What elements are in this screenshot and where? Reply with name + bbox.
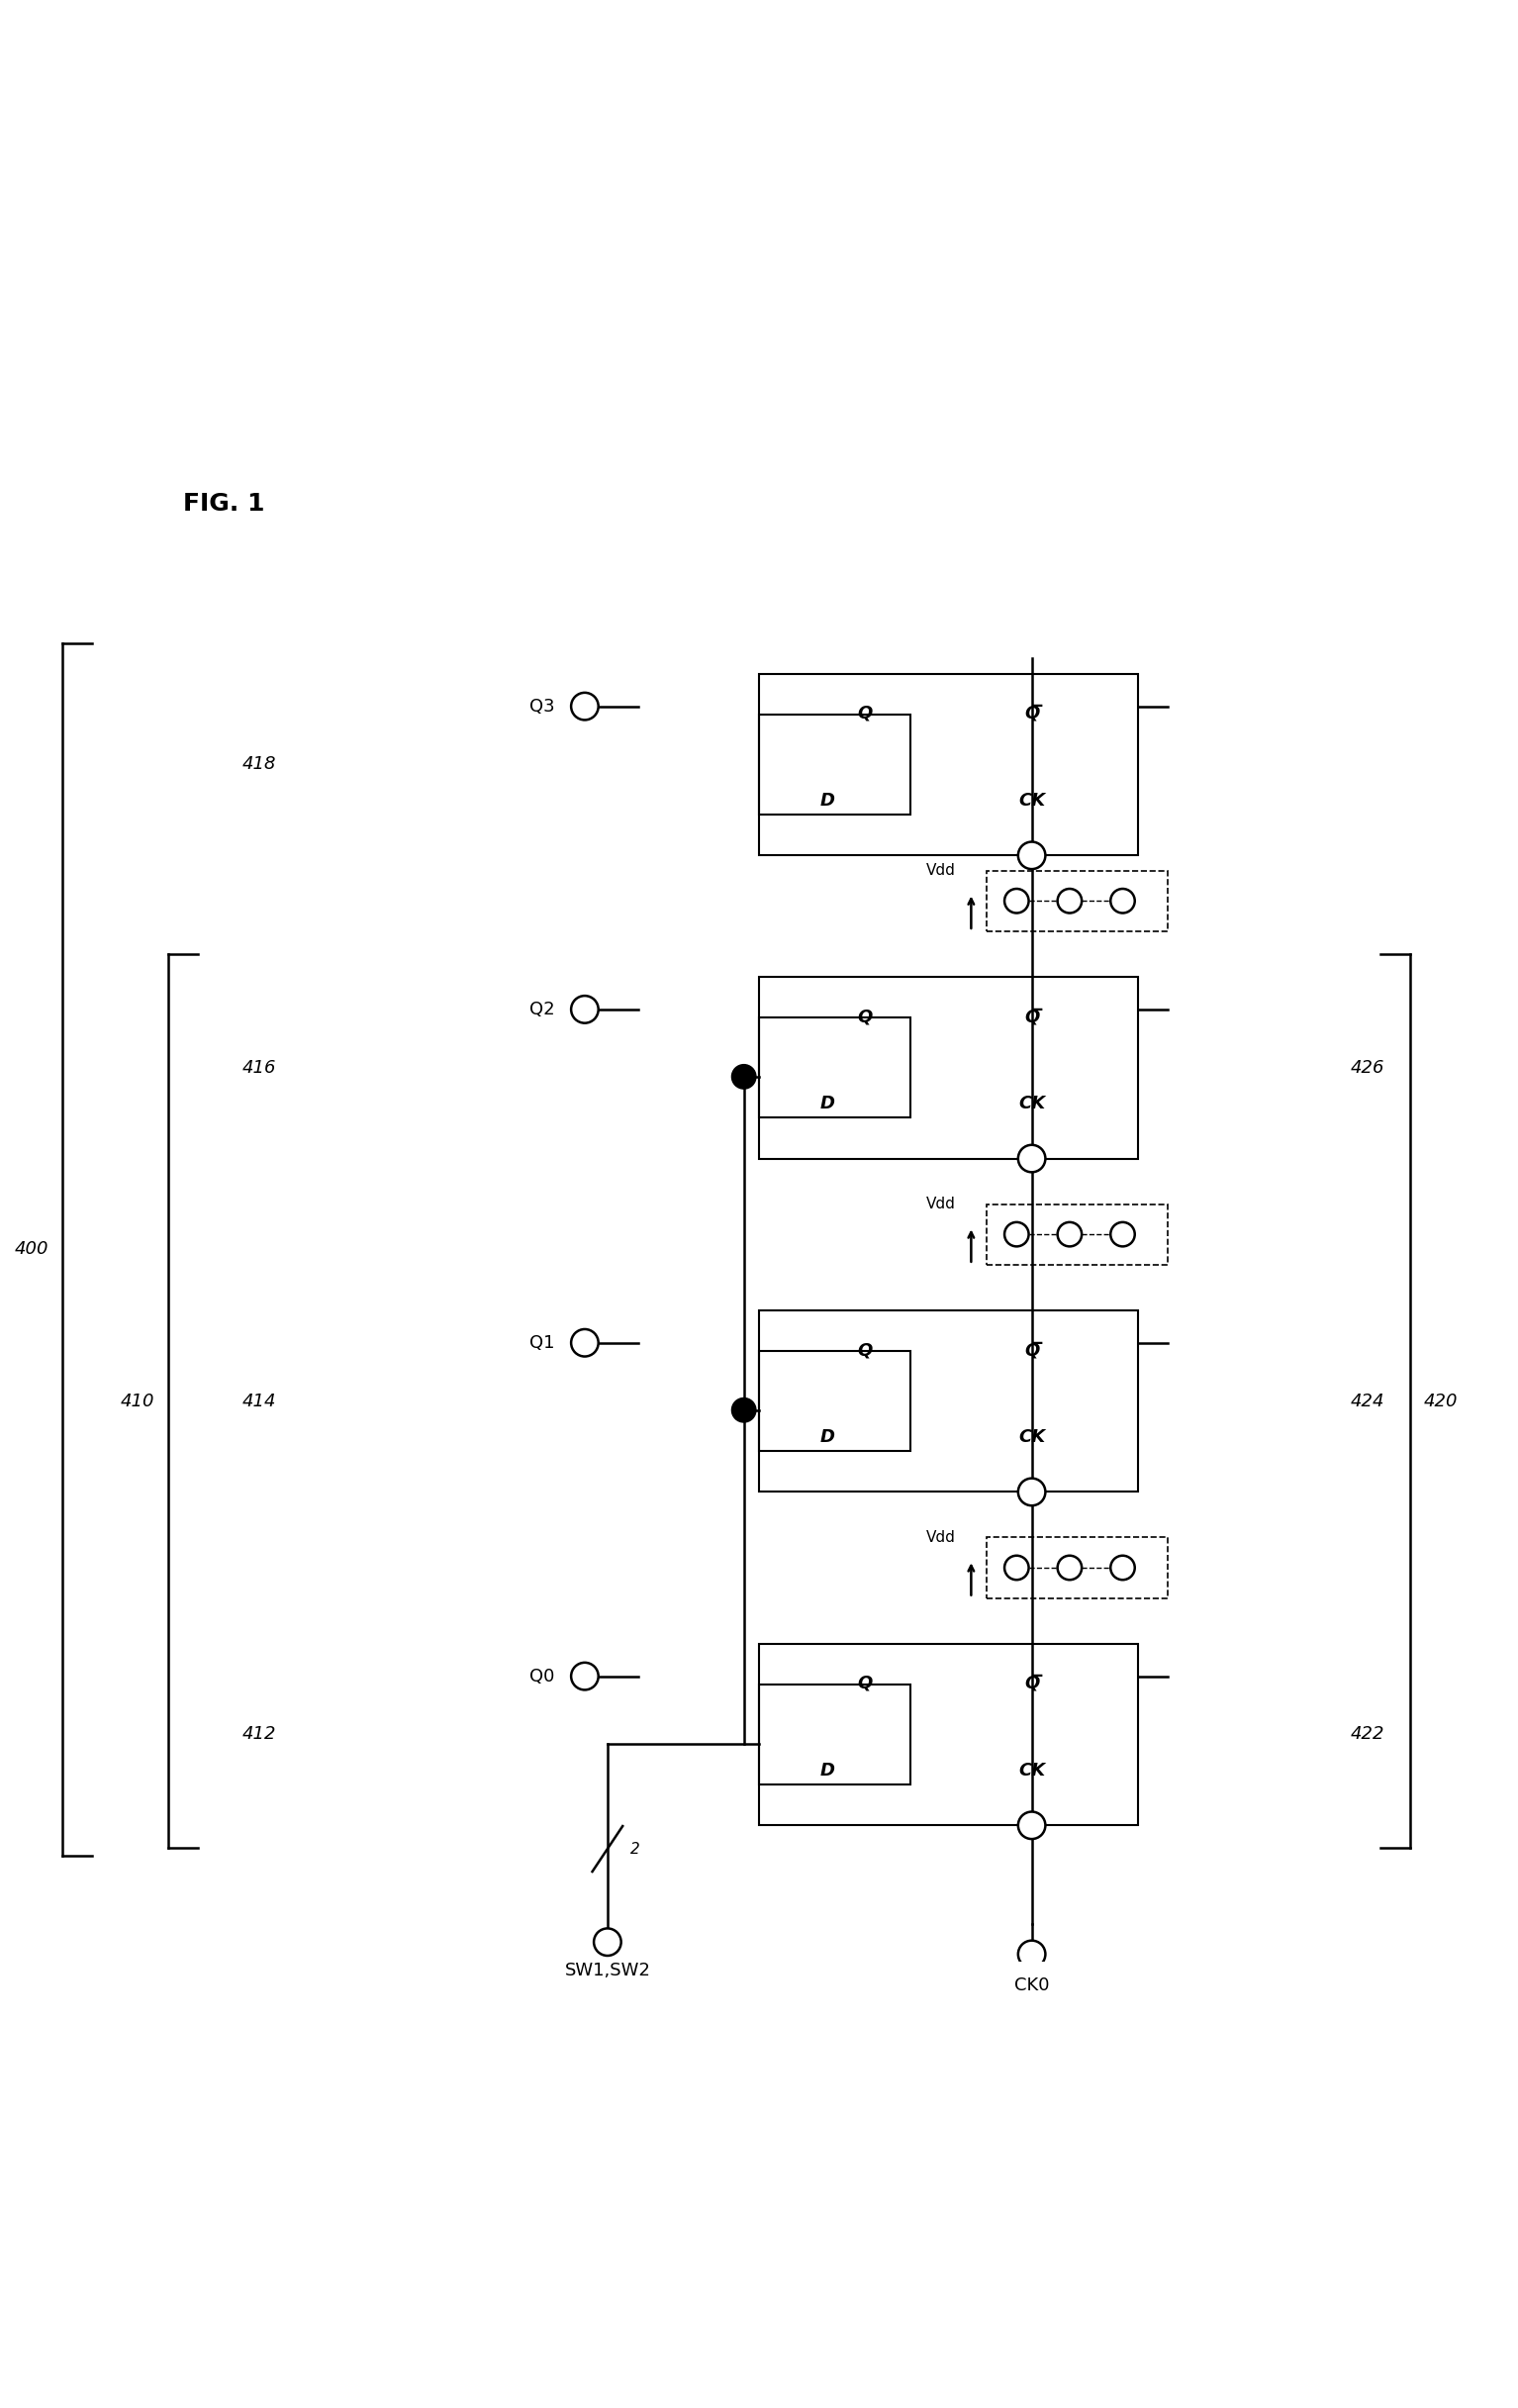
Circle shape: [571, 694, 598, 720]
Text: Vdd: Vdd: [926, 864, 956, 879]
Circle shape: [1058, 1556, 1082, 1580]
Circle shape: [1005, 889, 1029, 913]
Bar: [759, 1310, 1138, 1493]
Circle shape: [1019, 843, 1046, 869]
Circle shape: [1058, 889, 1082, 913]
Bar: [759, 1019, 911, 1117]
Circle shape: [1005, 1556, 1029, 1580]
Bar: [987, 872, 1169, 932]
Circle shape: [1019, 1144, 1046, 1173]
Text: CK0: CK0: [1014, 1977, 1049, 1994]
Text: D: D: [820, 792, 835, 809]
Circle shape: [1058, 1223, 1082, 1247]
Circle shape: [1111, 1556, 1135, 1580]
Text: Q1: Q1: [530, 1334, 554, 1351]
Text: Q̅: Q̅: [1025, 1341, 1040, 1358]
Text: 426: 426: [1350, 1060, 1384, 1076]
Text: Q: Q: [858, 706, 873, 722]
Circle shape: [732, 1399, 756, 1423]
Bar: [759, 1686, 911, 1784]
Text: Q̅: Q̅: [1025, 1009, 1040, 1026]
Circle shape: [571, 997, 598, 1023]
Text: Q: Q: [858, 1009, 873, 1026]
Text: FIG. 1: FIG. 1: [184, 491, 264, 515]
Circle shape: [1005, 1223, 1029, 1247]
Text: Q̅: Q̅: [1025, 1674, 1040, 1693]
Circle shape: [1019, 1479, 1046, 1505]
Bar: [759, 715, 911, 814]
Circle shape: [732, 1064, 756, 1088]
Text: SW1,SW2: SW1,SW2: [565, 1963, 650, 1979]
Bar: [759, 1351, 911, 1452]
Bar: [987, 1204, 1169, 1264]
Text: D: D: [820, 1096, 835, 1112]
Text: 424: 424: [1350, 1392, 1384, 1411]
Text: 420: 420: [1424, 1392, 1457, 1411]
Text: D: D: [820, 1763, 835, 1780]
Text: 416: 416: [241, 1060, 276, 1076]
Text: 410: 410: [120, 1392, 155, 1411]
Bar: [759, 674, 1138, 855]
Text: 418: 418: [241, 756, 276, 773]
Bar: [759, 978, 1138, 1158]
Bar: [987, 1536, 1169, 1599]
Text: Q: Q: [858, 1341, 873, 1358]
Text: Q3: Q3: [530, 698, 554, 715]
Text: CK: CK: [1019, 792, 1046, 809]
Text: 414: 414: [241, 1392, 276, 1411]
Circle shape: [571, 1662, 598, 1690]
Text: 422: 422: [1350, 1727, 1384, 1743]
Text: Q0: Q0: [530, 1666, 554, 1686]
Text: Q: Q: [858, 1674, 873, 1693]
Circle shape: [1019, 1811, 1046, 1840]
Text: Q̅: Q̅: [1025, 706, 1040, 722]
Circle shape: [571, 1329, 598, 1356]
Circle shape: [1019, 1941, 1046, 1967]
Text: 412: 412: [241, 1727, 276, 1743]
Text: Vdd: Vdd: [926, 1197, 956, 1211]
Circle shape: [1111, 1223, 1135, 1247]
Text: Vdd: Vdd: [926, 1529, 956, 1546]
Text: 400: 400: [15, 1240, 49, 1259]
Text: D: D: [820, 1428, 835, 1447]
Text: 2: 2: [630, 1842, 641, 1857]
Text: CK: CK: [1019, 1428, 1046, 1447]
Circle shape: [1111, 889, 1135, 913]
Text: CK: CK: [1019, 1763, 1046, 1780]
Text: Q2: Q2: [530, 999, 554, 1019]
Bar: [759, 1645, 1138, 1825]
Text: CK: CK: [1019, 1096, 1046, 1112]
Circle shape: [594, 1929, 621, 1955]
